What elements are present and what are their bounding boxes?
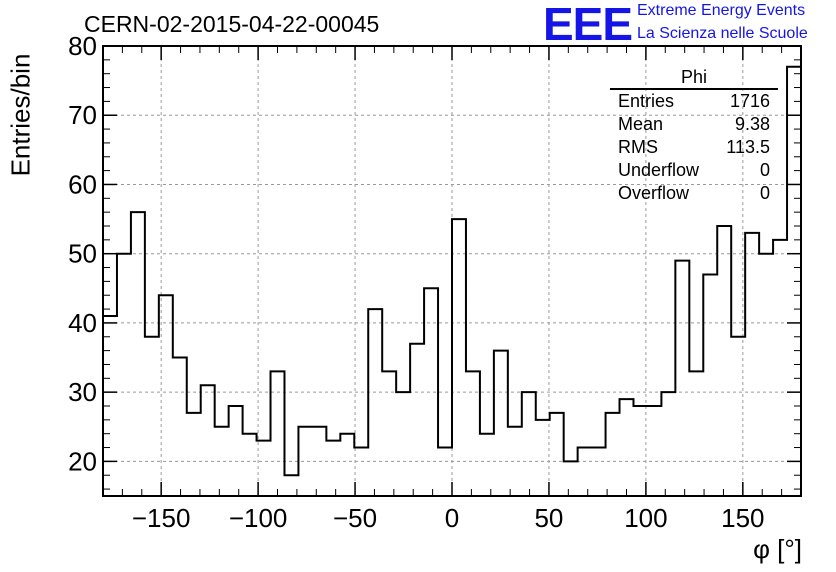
stats-title: Phi bbox=[610, 66, 778, 90]
histogram-bin bbox=[633, 406, 647, 496]
histogram-bin bbox=[340, 434, 354, 496]
histogram-bin bbox=[382, 371, 396, 496]
histogram-bin bbox=[131, 212, 145, 496]
histogram-bin bbox=[271, 371, 285, 496]
histogram-bin bbox=[410, 344, 424, 496]
stats-row: Underflow 0 bbox=[610, 159, 778, 182]
histogram-bin bbox=[620, 399, 634, 496]
stats-row: Mean 9.38 bbox=[610, 113, 778, 136]
histogram-bin bbox=[661, 392, 675, 496]
histogram-bin bbox=[466, 371, 480, 496]
y-tick-label: 20 bbox=[68, 446, 97, 476]
y-tick-label: 70 bbox=[68, 100, 97, 130]
histogram-bin bbox=[117, 254, 131, 496]
histogram-bin bbox=[438, 448, 452, 496]
histogram-bin bbox=[550, 413, 564, 496]
histogram-bin bbox=[773, 240, 787, 496]
tick-labels: −150 −100 −50 0 50 100 150 20 30 40 50 60 70 80 bbox=[68, 31, 764, 533]
histogram-bin bbox=[284, 475, 298, 496]
histogram-bin bbox=[578, 448, 592, 496]
x-tick-label: −100 bbox=[229, 503, 288, 533]
histogram-bin bbox=[717, 226, 731, 496]
histogram-bin bbox=[759, 254, 773, 496]
logo-subtitle-1: Extreme Energy Events bbox=[637, 2, 806, 19]
histogram-bin bbox=[689, 371, 703, 496]
stats-row-label: Mean bbox=[618, 114, 664, 134]
histogram-bin bbox=[243, 434, 257, 496]
histogram-bin bbox=[787, 67, 801, 496]
histogram-bin bbox=[312, 427, 326, 496]
stats-row-value: 113.5 bbox=[726, 137, 770, 157]
histogram-bin bbox=[354, 448, 368, 496]
logo-subtitle-2: La Scienza nelle Scuole bbox=[637, 25, 808, 42]
histogram-bin bbox=[326, 441, 340, 496]
histogram-bin bbox=[494, 351, 508, 496]
histogram-bin bbox=[564, 461, 578, 496]
x-tick-label: −150 bbox=[132, 503, 191, 533]
histogram-bin bbox=[536, 420, 550, 496]
x-tick-label: −50 bbox=[333, 503, 377, 533]
stats-row-value: 0 bbox=[759, 160, 770, 180]
histogram-bin bbox=[103, 316, 117, 496]
histogram-bin bbox=[257, 441, 271, 496]
y-tick-label: 50 bbox=[68, 239, 97, 269]
x-axis-label: φ [°] bbox=[753, 534, 802, 564]
stats-row-value: 9.38 bbox=[734, 114, 770, 134]
histogram-bin bbox=[159, 295, 173, 496]
eee-logo: EEE bbox=[543, 0, 633, 50]
stats-row: Entries 1716 bbox=[610, 90, 778, 113]
y-tick-label: 60 bbox=[68, 169, 97, 199]
stats-row-value: 0 bbox=[759, 183, 770, 203]
stats-row-value: 1716 bbox=[729, 91, 770, 111]
y-tick-label: 40 bbox=[68, 308, 97, 338]
histogram-bin bbox=[745, 233, 759, 496]
histogram-step-line bbox=[103, 65, 801, 477]
histogram-bin bbox=[368, 309, 382, 496]
histogram-bin bbox=[480, 434, 494, 496]
histogram-bin bbox=[298, 427, 312, 496]
y-tick-label: 80 bbox=[68, 31, 97, 61]
stats-row-label: Entries bbox=[618, 91, 675, 111]
histogram-bin bbox=[145, 337, 159, 496]
stats-row-label: Overflow bbox=[618, 183, 690, 203]
histogram-bin bbox=[215, 427, 229, 496]
x-tick-label: 50 bbox=[534, 503, 563, 533]
page-title: CERN-02-2015-04-22-00045 bbox=[84, 11, 380, 37]
histogram-bin bbox=[229, 406, 243, 496]
histogram-bin bbox=[187, 413, 201, 496]
histogram-bin bbox=[201, 385, 215, 496]
stats-box: Phi Entries 1716 Mean 9.38 RMS 113.5 Underflow… bbox=[610, 66, 778, 205]
histogram-bin bbox=[396, 392, 410, 496]
histogram-bin bbox=[424, 288, 438, 496]
axis-ticks bbox=[102, 45, 802, 496]
histogram-bin bbox=[452, 219, 466, 496]
histogram-bin bbox=[731, 337, 745, 496]
histogram-bin bbox=[647, 406, 661, 496]
stats-row-label: Underflow bbox=[618, 160, 700, 180]
y-tick-label: 30 bbox=[68, 377, 97, 407]
histogram-bin bbox=[592, 448, 606, 496]
x-tick-label: 0 bbox=[445, 503, 459, 533]
histogram-bin bbox=[606, 413, 620, 496]
histogram-bin bbox=[522, 392, 536, 496]
histogram-bin bbox=[675, 261, 689, 496]
stats-row: Overflow 0 bbox=[610, 182, 778, 205]
histogram-bin bbox=[703, 274, 717, 496]
plot-frame bbox=[102, 45, 802, 497]
histogram-bin bbox=[173, 358, 187, 496]
x-tick-label: 150 bbox=[721, 503, 764, 533]
x-tick-label: 100 bbox=[624, 503, 667, 533]
stats-row: RMS 113.5 bbox=[610, 136, 778, 159]
stats-row-label: RMS bbox=[618, 137, 658, 157]
histogram-bin bbox=[508, 427, 522, 496]
